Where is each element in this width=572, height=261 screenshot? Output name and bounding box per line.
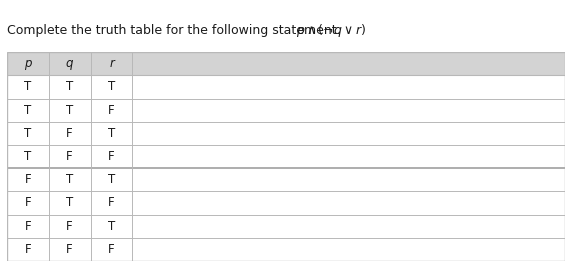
Text: F: F [66,150,73,163]
Text: T: T [24,150,31,163]
Bar [7,52,49,75]
Bar [7,99,49,122]
Bar [7,191,49,215]
Bar [49,145,90,168]
Bar [133,215,565,238]
Bar [49,238,90,261]
Text: $p \wedge (\neg q \vee r)$: $p \wedge (\neg q \vee r)$ [296,22,367,39]
Text: r: r [109,57,114,70]
Bar [133,238,565,261]
Bar [133,122,565,145]
Bar [49,122,90,145]
Bar [90,191,133,215]
Text: T: T [108,80,115,93]
Bar [90,215,133,238]
Text: F: F [25,220,31,233]
Text: T: T [108,220,115,233]
Bar [133,75,565,99]
Text: T: T [108,173,115,186]
Bar [90,168,133,191]
Bar [133,52,565,75]
Bar [49,99,90,122]
Bar [90,99,133,122]
Bar [7,238,49,261]
Bar [49,52,90,75]
Bar [133,168,565,191]
Bar [133,191,565,215]
Text: Complete the truth table for the following statement.: Complete the truth table for the followi… [7,24,348,37]
Bar [49,75,90,99]
Bar [90,238,133,261]
Text: F: F [108,104,115,117]
Bar [90,145,133,168]
Text: F: F [25,197,31,210]
Text: F: F [66,243,73,256]
Text: T: T [66,104,73,117]
Bar [49,168,90,191]
Bar [7,75,49,99]
Bar [49,191,90,215]
Bar [133,145,565,168]
Text: F: F [66,127,73,140]
Text: T: T [24,127,31,140]
Text: F: F [66,220,73,233]
Text: F: F [108,197,115,210]
Bar [7,122,49,145]
Text: T: T [108,127,115,140]
Text: T: T [66,80,73,93]
Text: q: q [66,57,73,70]
Bar [7,168,49,191]
Text: F: F [25,243,31,256]
Bar [49,215,90,238]
Bar [7,215,49,238]
Text: T: T [24,104,31,117]
Text: F: F [108,243,115,256]
Bar [90,122,133,145]
Bar [7,145,49,168]
Text: T: T [66,173,73,186]
Text: T: T [24,80,31,93]
Bar [90,75,133,99]
Text: T: T [66,197,73,210]
Text: F: F [108,150,115,163]
Bar [90,52,133,75]
Bar [133,99,565,122]
Text: p: p [24,57,31,70]
Text: F: F [25,173,31,186]
